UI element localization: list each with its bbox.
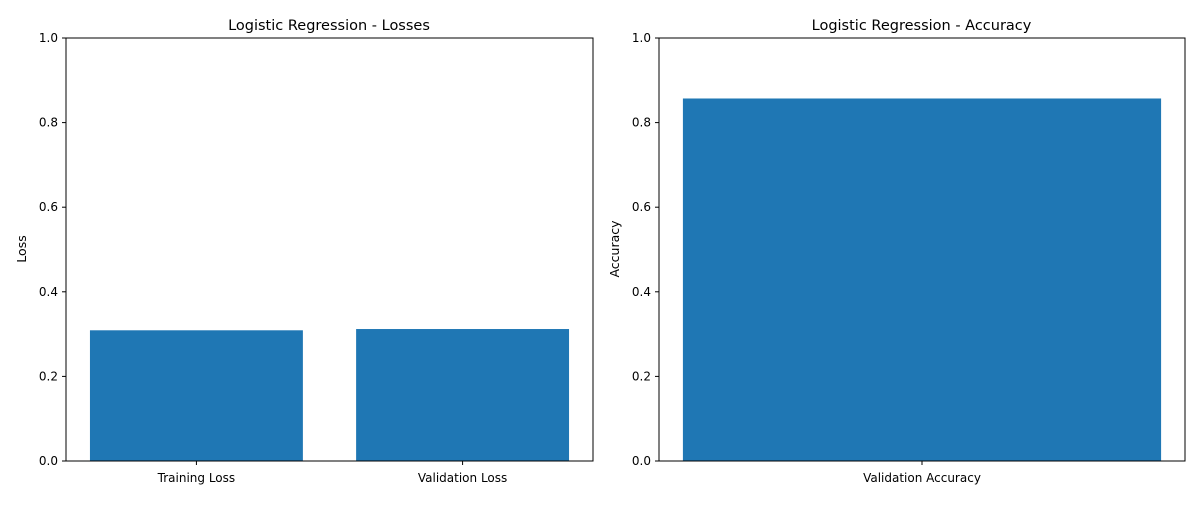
losses-x-tick-label: Training Loss <box>157 471 235 485</box>
accuracy-y-tick-label: 0.6 <box>632 200 651 214</box>
losses-plot-frame <box>65 37 594 462</box>
losses-y-tick-label: 0.4 <box>39 285 58 299</box>
losses-bar-validation-loss <box>356 329 570 461</box>
losses-chart-title: Logistic Regression - Losses <box>228 18 430 34</box>
accuracy-chart: Logistic Regression - Accuracy Accuracy … <box>607 18 1186 485</box>
accuracy-y-tick-label: 1.0 <box>632 31 651 45</box>
accuracy-x-tick-label: Validation Accuracy <box>863 471 981 485</box>
losses-y-tick-label: 0.0 <box>39 454 58 468</box>
losses-y-tick-label: 0.6 <box>39 200 58 214</box>
losses-y-tick-label: 0.2 <box>39 369 58 383</box>
accuracy-y-axis-label: Accuracy <box>607 220 622 278</box>
accuracy-plot-frame <box>658 37 1186 462</box>
losses-y-tick-label: 1.0 <box>39 31 58 45</box>
losses-chart: Logistic Regression - Losses Loss Traini… <box>14 18 594 485</box>
accuracy-y-tick-label: 0.4 <box>632 285 651 299</box>
accuracy-y-tick-label: 0.8 <box>632 116 651 130</box>
accuracy-y-tick-label: 0.0 <box>632 454 651 468</box>
losses-bar-training-loss <box>89 330 303 461</box>
accuracy-bar-validation-accuracy <box>682 98 1162 461</box>
accuracy-chart-title: Logistic Regression - Accuracy <box>812 18 1032 34</box>
losses-y-axis-label: Loss <box>14 235 29 262</box>
accuracy-y-tick-label: 0.2 <box>632 369 651 383</box>
losses-y-tick-label: 0.8 <box>39 116 58 130</box>
losses-x-tick-label: Validation Loss <box>418 471 507 485</box>
